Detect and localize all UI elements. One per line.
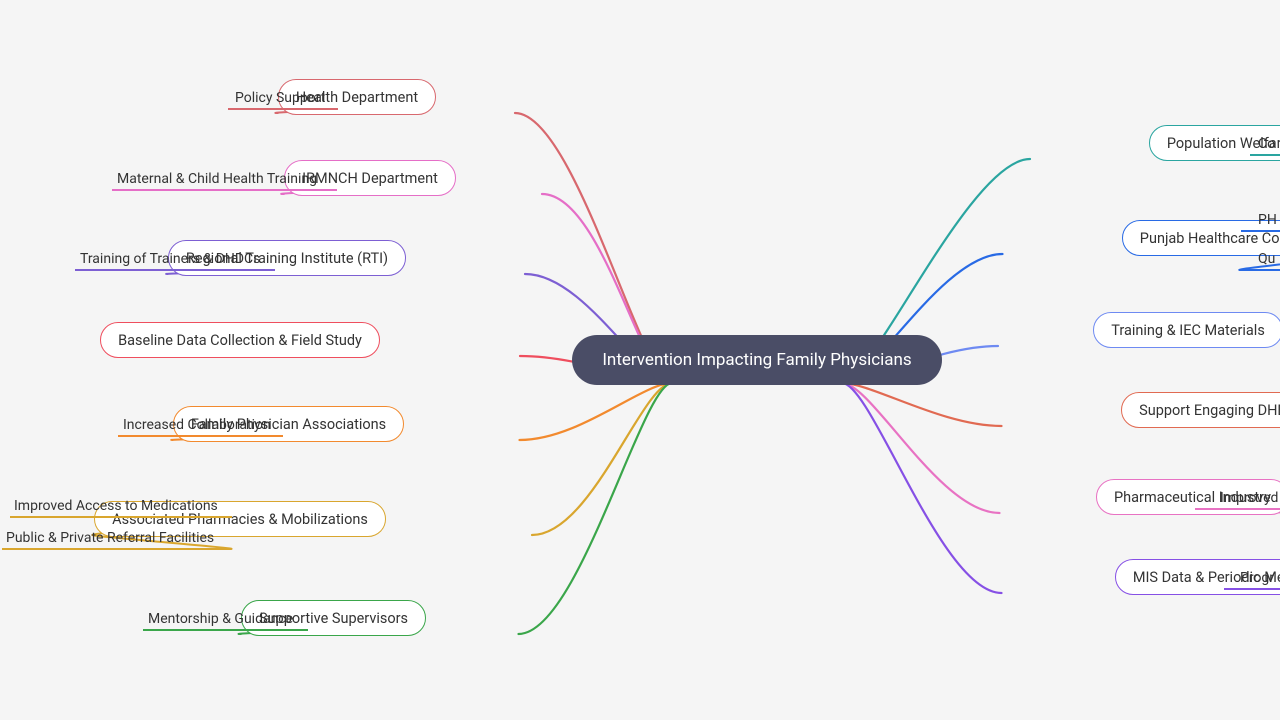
branch-node-phc: Punjab Healthcare Commission (1122, 220, 1280, 256)
leaf-label: Maternal & Child Health Training (117, 171, 317, 191)
leaf-label: Policy Support (235, 90, 325, 110)
leaf-label: Improved (1220, 490, 1278, 510)
leaf-label: Training of Trainers & DHDCs (80, 251, 260, 271)
leaf-label: Increased Collaboration (123, 417, 271, 437)
branch-node-base: Baseline Data Collection & Field Study (100, 322, 380, 358)
leaf-label: Improved Access to Medications (14, 498, 218, 518)
center-node: Intervention Impacting Family Physicians (572, 335, 942, 385)
leaf-label: Qu (1258, 251, 1275, 271)
leaf-label: Public & Private Referral Facilities (6, 530, 214, 550)
leaf-label: Mentorship & Guidance (148, 611, 293, 631)
leaf-label: PH (1258, 212, 1277, 232)
leaf-label: Progr (1240, 570, 1274, 590)
branch-node-dhdc: Support Engaging DHDC & DHC (1121, 392, 1280, 428)
leaf-label: Co (1258, 136, 1275, 156)
branch-node-iec: Training & IEC Materials (1093, 312, 1280, 348)
